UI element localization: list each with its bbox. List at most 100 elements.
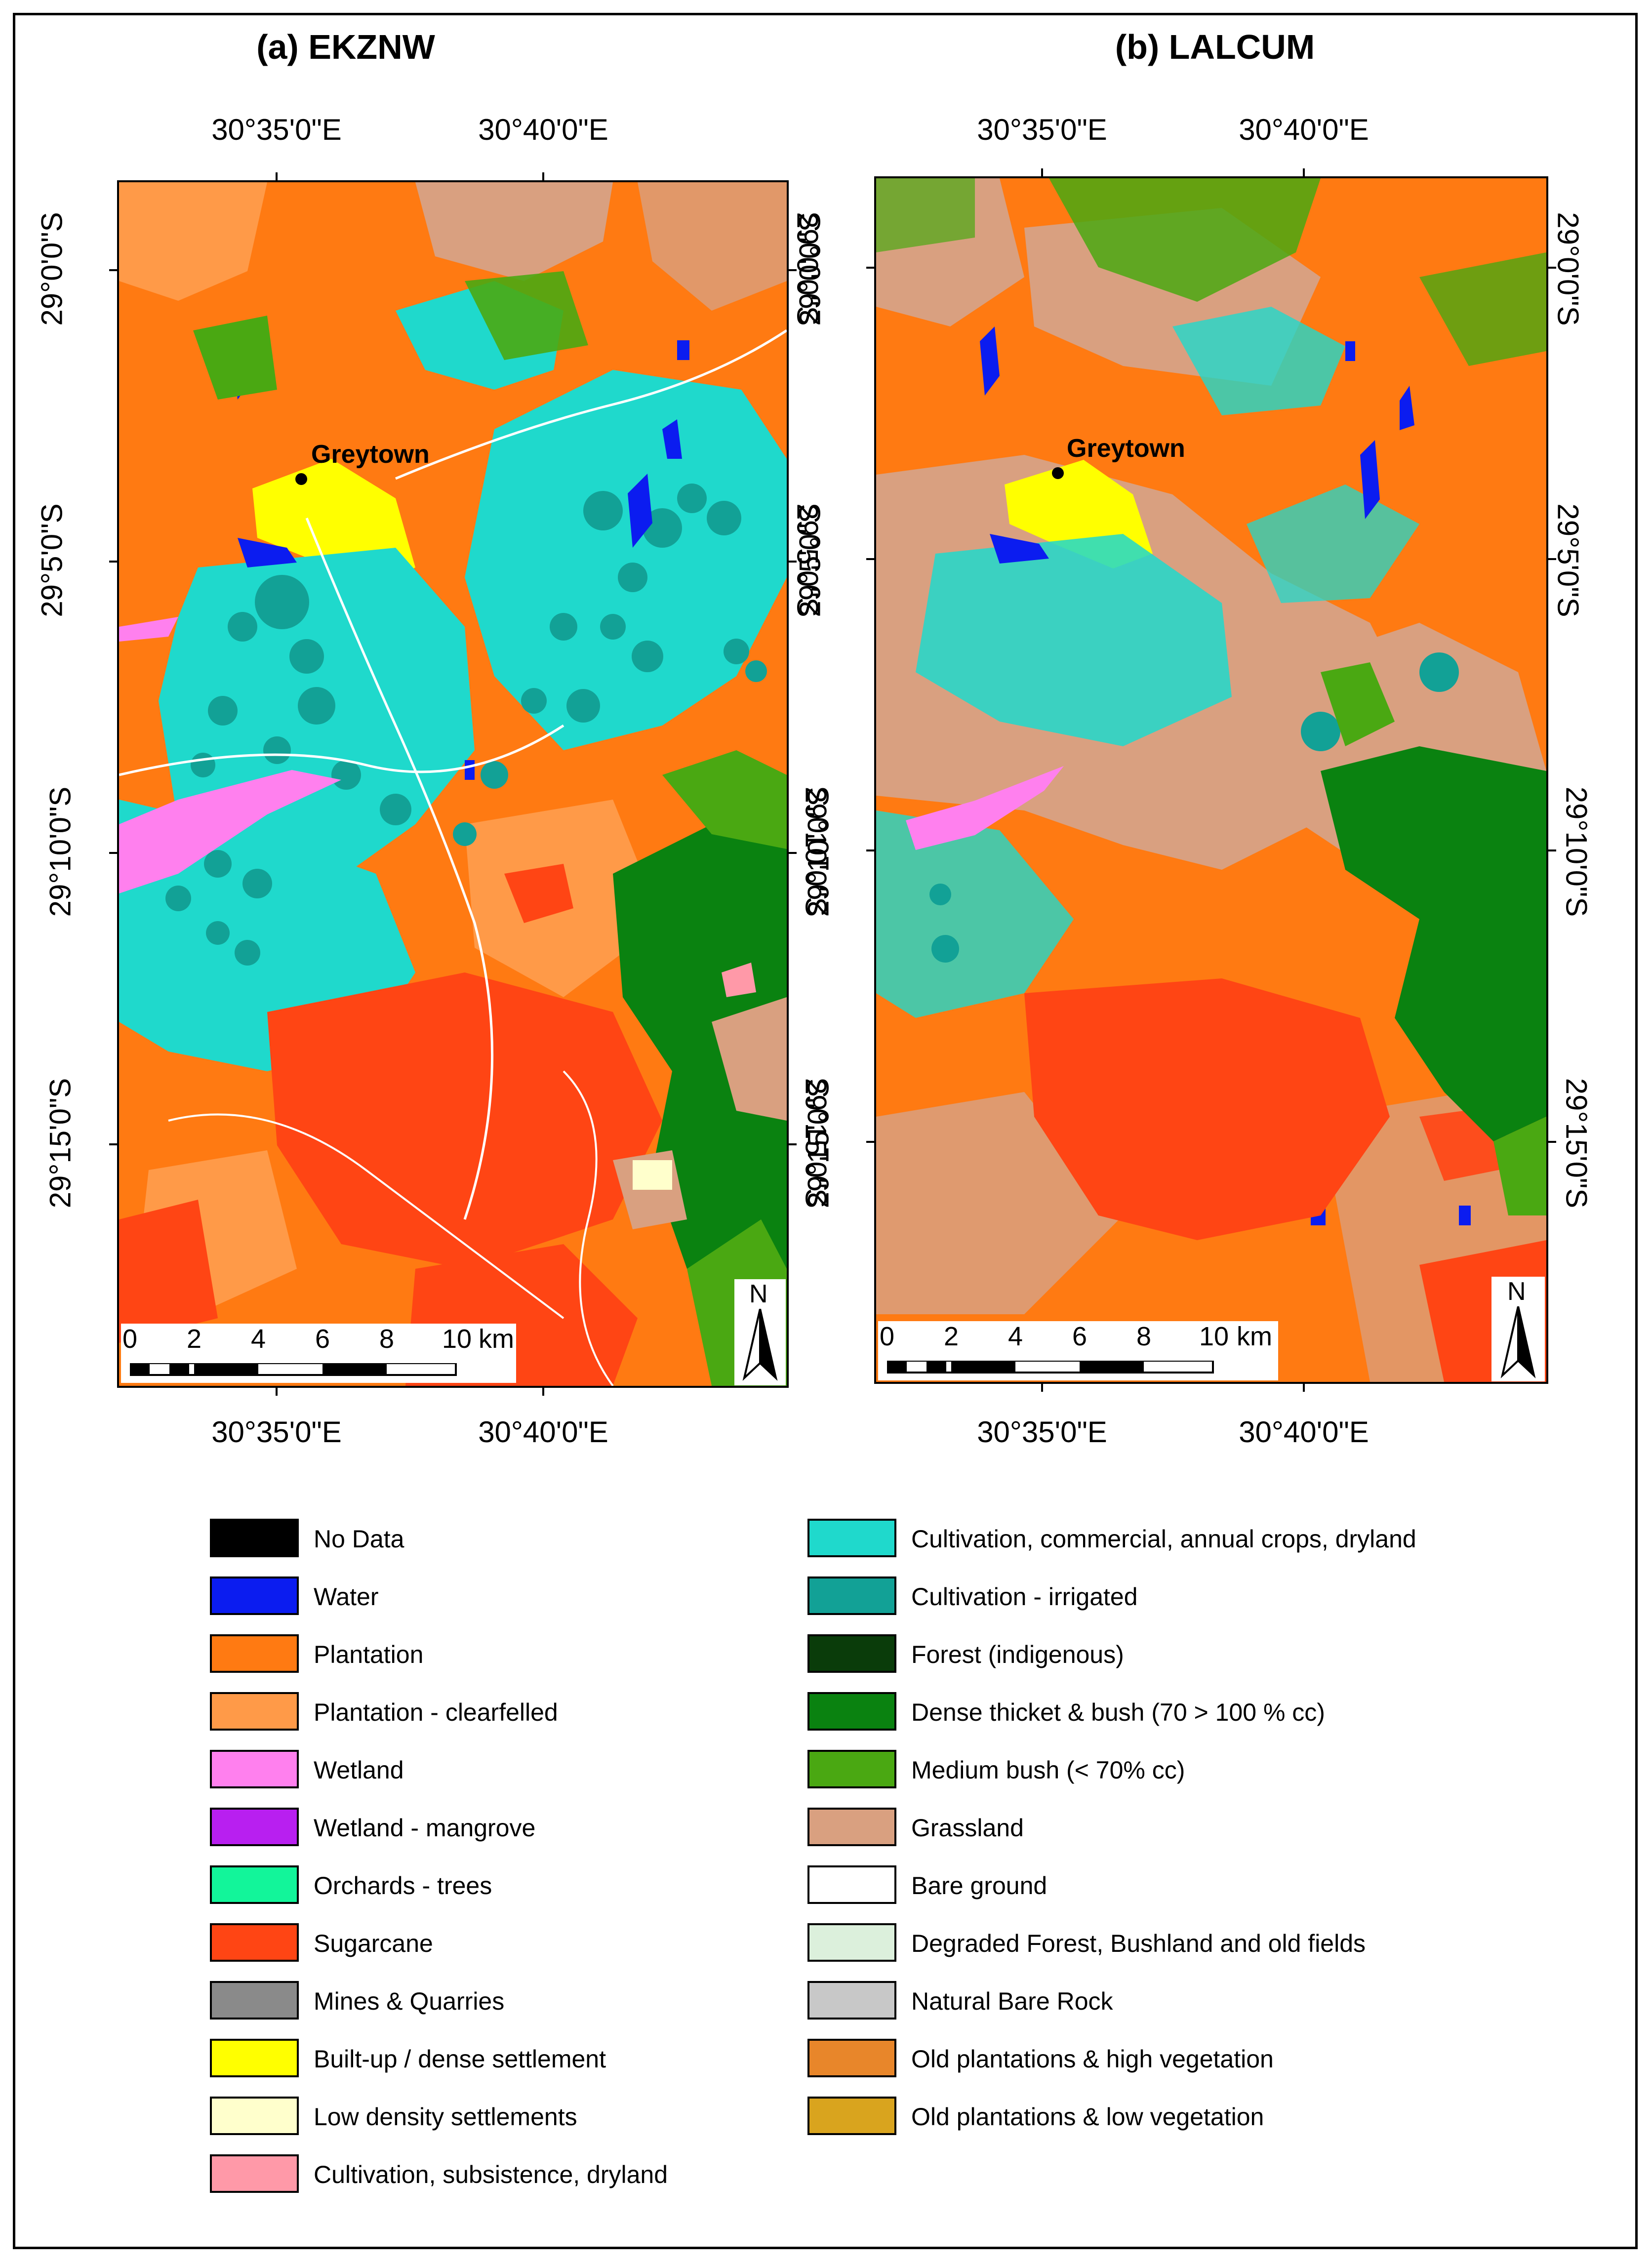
panel-a-lon-label-bottom-1: 30°35'0"E <box>211 1415 342 1449</box>
panel-b-tick-left-1 <box>866 267 874 269</box>
panel-b-north-arrow: N <box>1491 1277 1545 1381</box>
panel-b-lon-label-bottom-1: 30°35'0"E <box>977 1415 1107 1449</box>
legend: No Data Water Plantation Plantation - clear… <box>210 1519 1543 2210</box>
panel-b-lat-label-right-1: 29°0'0"S <box>1551 212 1585 326</box>
panel-b-scale-0: 0 <box>879 1322 895 1351</box>
panel-b-tick-right-1 <box>1548 267 1556 269</box>
legend-label: Old plantations & low vegetation <box>911 2103 1264 2131</box>
panel-b-scale-bar: 0 2 4 6 8 10 km <box>878 1321 1278 1380</box>
legend-swatch <box>210 1808 299 1846</box>
panel-a-greytown-marker <box>295 473 307 485</box>
panel-a-tick-right-1 <box>789 269 797 271</box>
legend-label: Orchards - trees <box>314 1872 492 1899</box>
panel-a-north-label: N <box>749 1280 768 1308</box>
panel-a-scale-bar-segments <box>130 1363 457 1376</box>
panel-a-tick-bottom-1 <box>276 1388 278 1396</box>
panel-b-lat-label-left-3: 29°10'0"S <box>802 786 835 917</box>
legend-item: Wetland <box>210 1750 852 1789</box>
legend-item: Medium bush (< 70% cc) <box>807 1750 1450 1789</box>
figure-frame <box>13 13 1638 2249</box>
panel-b-tick-right-2 <box>1548 558 1556 560</box>
legend-swatch <box>210 1750 299 1788</box>
panel-a-lat-label-left-2: 29°5'0"S <box>35 503 69 617</box>
legend-label: Water <box>314 1583 379 1611</box>
legend-label: Dense thicket & bush (70 > 100 % cc) <box>911 1698 1325 1726</box>
legend-item: Plantation - clearfelled <box>210 1692 852 1732</box>
panel-a-north-arrow-icon <box>742 1309 778 1381</box>
panel-a-scale-4: 4 <box>250 1324 266 1354</box>
legend-item: Old plantations & high vegetation <box>807 2039 1450 2078</box>
legend-label: Wetland - mangrove <box>314 1814 536 1842</box>
panel-b-tick-bottom-1 <box>1041 1384 1043 1392</box>
legend-label: Bare ground <box>911 1872 1048 1899</box>
panel-b-map[interactable] <box>874 176 1548 1384</box>
panel-a-scale-0: 0 <box>122 1324 138 1354</box>
legend-swatch <box>807 1923 896 1962</box>
panel-b-lon-label-bottom-2: 30°40'0"E <box>1239 1415 1369 1449</box>
panel-a-landcover-raster <box>119 182 787 1386</box>
panel-a-tick-right-4 <box>789 1143 797 1145</box>
legend-swatch <box>807 1981 896 2020</box>
legend-item: Forest (indigenous) <box>807 1634 1450 1674</box>
legend-label: Sugarcane <box>314 1930 433 1957</box>
panel-b-landcover-raster <box>876 178 1546 1382</box>
panel-a-title: (a) EKZNW <box>256 28 435 66</box>
legend-item: Orchards - trees <box>210 1865 852 1905</box>
panel-a-tick-right-2 <box>789 561 797 563</box>
panel-b-lat-label-right-4: 29°15'0"S <box>1560 1078 1593 1209</box>
legend-item: Cultivation, subsistence, dryland <box>210 2154 852 2194</box>
legend-label: Low density settlements <box>314 2103 577 2131</box>
panel-a-lat-label-left-4: 29°15'0"S <box>43 1078 77 1209</box>
legend-swatch <box>807 2039 896 2077</box>
panel-a-tick-right-3 <box>789 852 797 854</box>
legend-label: Cultivation - irrigated <box>911 1583 1138 1611</box>
panel-b-tick-right-3 <box>1548 849 1556 851</box>
legend-swatch <box>807 1692 896 1731</box>
panel-b-scale-unit: km <box>1237 1322 1272 1351</box>
panel-a-lat-label-left-3: 29°10'0"S <box>43 786 77 917</box>
legend-label: Wetland <box>314 1756 404 1784</box>
panel-a-tick-top-1 <box>276 172 278 180</box>
panel-b-tick-left-4 <box>866 1141 874 1143</box>
legend-item: Water <box>210 1576 852 1616</box>
panel-a-tick-left-1 <box>109 269 117 271</box>
legend-swatch <box>807 1634 896 1673</box>
panel-b-scale-2: 2 <box>943 1322 959 1351</box>
panel-b-north-label: N <box>1507 1277 1526 1306</box>
legend-item: Low density settlements <box>210 2097 852 2136</box>
panel-b-tick-top-2 <box>1303 168 1305 176</box>
panel-a-tick-bottom-2 <box>542 1388 544 1396</box>
legend-item: Bare ground <box>807 1865 1450 1905</box>
legend-label: Cultivation, subsistence, dryland <box>314 2161 668 2188</box>
legend-item: Old plantations & low vegetation <box>807 2097 1450 2136</box>
panel-b-lon-label-top-1: 30°35'0"E <box>977 113 1107 146</box>
panel-a-scale-unit: km <box>479 1324 514 1354</box>
panel-b-scale-4: 4 <box>1007 1322 1023 1351</box>
panel-b-tick-left-3 <box>866 849 874 851</box>
panel-a-tick-left-2 <box>109 561 117 563</box>
panel-a-scale-6: 6 <box>315 1324 330 1354</box>
panel-b-greytown-label: Greytown <box>1067 434 1185 463</box>
legend-label: Built-up / dense settlement <box>314 2045 606 2073</box>
legend-label: Forest (indigenous) <box>911 1641 1124 1668</box>
panel-b-scale-10: 10 <box>1199 1322 1229 1351</box>
panel-b-scale-8: 8 <box>1136 1322 1152 1351</box>
panel-a-scale-8: 8 <box>379 1324 395 1354</box>
panel-a-map[interactable] <box>117 180 789 1388</box>
legend-item: Degraded Forest, Bushland and old fields <box>807 1923 1450 1963</box>
legend-item: Plantation <box>210 1634 852 1674</box>
legend-swatch <box>210 2039 299 2077</box>
legend-label: Plantation - clearfelled <box>314 1698 558 1726</box>
panel-a-greytown-label: Greytown <box>311 440 430 469</box>
legend-swatch <box>210 1576 299 1615</box>
panel-a-scale-bar: 0 2 4 6 8 10 km <box>121 1324 516 1383</box>
legend-item: Wetland - mangrove <box>210 1808 852 1847</box>
legend-swatch <box>210 1981 299 2020</box>
panel-b-scale-bar-segments <box>887 1361 1214 1374</box>
legend-swatch <box>210 1634 299 1673</box>
panel-b-title: (b) LALCUM <box>1115 28 1315 66</box>
panel-a-tick-left-3 <box>109 852 117 854</box>
legend-swatch <box>807 2097 896 2135</box>
legend-swatch <box>807 1808 896 1846</box>
legend-item: No Data <box>210 1519 852 1558</box>
